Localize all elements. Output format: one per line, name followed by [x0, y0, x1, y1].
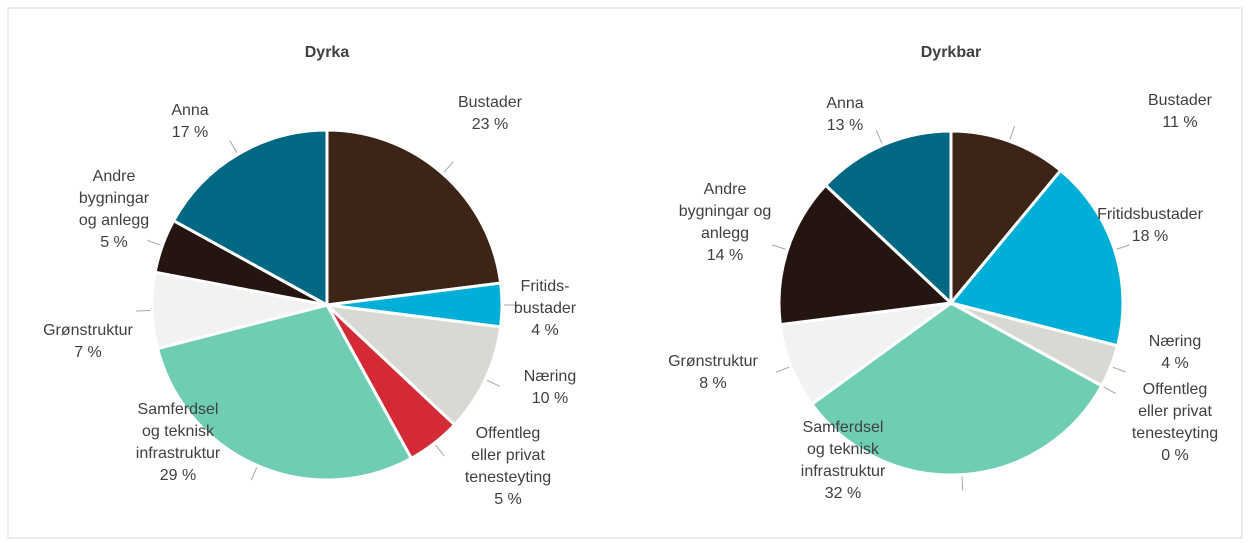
- category-label: Næring: [1149, 333, 1201, 350]
- category-label: Anna: [171, 102, 208, 119]
- leader-line: [776, 366, 790, 373]
- leader-line: [875, 130, 883, 144]
- leader-line: [1112, 366, 1126, 373]
- leader-line: [1116, 244, 1130, 250]
- pie-slice: [948, 168, 1125, 348]
- pie-slice: [777, 183, 955, 327]
- leader-line: [147, 239, 161, 246]
- value-label: 4 %: [1161, 355, 1189, 372]
- category-label: Grønstruktur: [43, 322, 133, 339]
- leader-line: [1009, 125, 1016, 140]
- category-label: Fritidsbustader: [1097, 206, 1203, 223]
- value-label: 4 %: [531, 322, 559, 339]
- category-label: Andre bygningar og anlegg: [679, 181, 772, 242]
- value-label: 32 %: [825, 485, 861, 502]
- value-label: 11 %: [1162, 114, 1197, 131]
- value-label: 17 %: [172, 124, 208, 141]
- leader-line: [435, 444, 445, 457]
- value-label: 7 %: [74, 344, 102, 361]
- category-label: Bustader: [458, 94, 523, 111]
- category-label: Samferdsel og teknisk infrastruktur: [136, 401, 221, 462]
- pie-slice: [171, 128, 329, 308]
- chart-title: Dyrkbar: [921, 44, 981, 61]
- pie-slice: [949, 129, 1063, 308]
- value-label: 5 %: [494, 491, 522, 508]
- category-label: Offentleg eller privat tenesteyting: [465, 425, 551, 486]
- value-label: 29 %: [160, 467, 196, 484]
- value-label: 23 %: [472, 116, 508, 133]
- value-label: 8 %: [699, 375, 727, 392]
- value-label: 14 %: [707, 247, 743, 264]
- leader-line: [250, 467, 258, 481]
- category-label: Offentleg eller privat tenesteyting: [1132, 381, 1218, 442]
- value-label: 18 %: [1132, 228, 1168, 245]
- pie-slice: [809, 301, 1104, 477]
- category-label: Bustader: [1148, 92, 1213, 109]
- value-label: 5 %: [100, 234, 128, 251]
- pie-slice: [325, 128, 503, 307]
- category-label: Næring: [524, 368, 576, 385]
- pie-slice: [823, 129, 953, 307]
- leader-line: [1103, 386, 1116, 395]
- pie-slice: [155, 303, 414, 482]
- leader-line: [961, 476, 964, 491]
- leader-line: [772, 244, 786, 250]
- leader-line: [486, 379, 501, 387]
- leader-line: [443, 161, 454, 173]
- chart-title: Dyrka: [305, 44, 350, 61]
- category-label: Samferdsel og teknisk infrastruktur: [801, 419, 886, 480]
- category-label: Anna: [826, 95, 863, 112]
- category-label: Andre bygningar og anlegg: [79, 168, 150, 229]
- value-label: 0 %: [1161, 447, 1189, 464]
- leader-line: [229, 140, 238, 153]
- value-label: 10 %: [532, 390, 568, 407]
- category-label: Fritids-bustader: [514, 278, 577, 317]
- value-label: 13 %: [827, 117, 863, 134]
- category-label: Grønstruktur: [668, 353, 758, 370]
- pie-slice: [322, 302, 503, 427]
